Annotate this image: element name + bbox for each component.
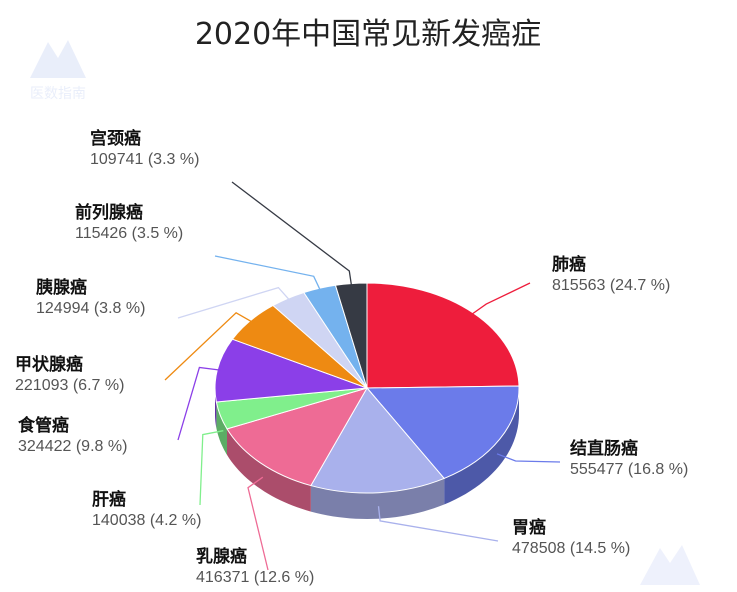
leader-line-6 bbox=[177, 366, 221, 441]
label-value-5: 140038 (4.2 %) bbox=[92, 512, 201, 529]
label-value-2: 555477 (16.8 %) bbox=[570, 461, 688, 478]
slice-2[interactable] bbox=[365, 385, 520, 480]
slice-side-2 bbox=[444, 388, 519, 505]
watermark-logo: 医数指南 bbox=[30, 40, 86, 102]
label-name-9: 前列腺癌 bbox=[75, 202, 143, 223]
watermark-text: 医数指南 bbox=[30, 86, 86, 102]
label-name-3: 胃癌 bbox=[512, 517, 546, 538]
pie-slices bbox=[214, 282, 520, 494]
leader-lines bbox=[164, 181, 561, 571]
leader-line-9 bbox=[214, 255, 321, 291]
chart-title: 2020年中国常见新发癌症 bbox=[195, 17, 541, 52]
leader-line-4 bbox=[247, 476, 269, 571]
label-name-10: 宫颈癌 bbox=[90, 128, 141, 149]
label-name-8: 胰腺癌 bbox=[36, 277, 87, 298]
label-name-4: 乳腺癌 bbox=[196, 546, 247, 567]
slice-3[interactable] bbox=[310, 387, 445, 494]
data-labels: 肺癌 815563 (24.7 %) 结直肠癌 555477 (16.8 %) 胃癌 47… bbox=[15, 128, 688, 586]
slice-4[interactable] bbox=[226, 387, 369, 487]
watermark-logo-bottom bbox=[640, 545, 700, 585]
label-name-6: 食管癌 bbox=[18, 415, 69, 436]
leader-line-10 bbox=[231, 181, 353, 286]
label-name-7: 甲状腺癌 bbox=[15, 354, 83, 375]
label-name-5: 肝癌 bbox=[92, 489, 126, 510]
label-value-9: 115426 (3.5 %) bbox=[75, 225, 183, 242]
slice-side-4 bbox=[227, 428, 311, 512]
label-value-7: 221093 (6.7 %) bbox=[15, 377, 124, 394]
leader-line-8 bbox=[177, 286, 290, 319]
label-value-6: 324422 (9.8 %) bbox=[18, 438, 127, 455]
leader-line-5 bbox=[199, 430, 224, 506]
label-value-10: 109741 (3.3 %) bbox=[90, 151, 199, 168]
leader-line-2 bbox=[496, 453, 561, 463]
leader-line-7 bbox=[164, 311, 253, 381]
slice-side-5 bbox=[216, 402, 228, 455]
label-value-3: 478508 (14.5 %) bbox=[512, 540, 630, 557]
leader-line-3 bbox=[377, 506, 499, 542]
label-value-1: 815563 (24.7 %) bbox=[552, 277, 670, 294]
label-value-4: 416371 (12.6 %) bbox=[196, 569, 314, 586]
label-name-2: 结直肠癌 bbox=[570, 438, 638, 459]
leader-line-1 bbox=[470, 282, 531, 316]
label-name-1: 肺癌 bbox=[552, 254, 586, 275]
label-value-8: 124994 (3.8 %) bbox=[36, 300, 145, 317]
